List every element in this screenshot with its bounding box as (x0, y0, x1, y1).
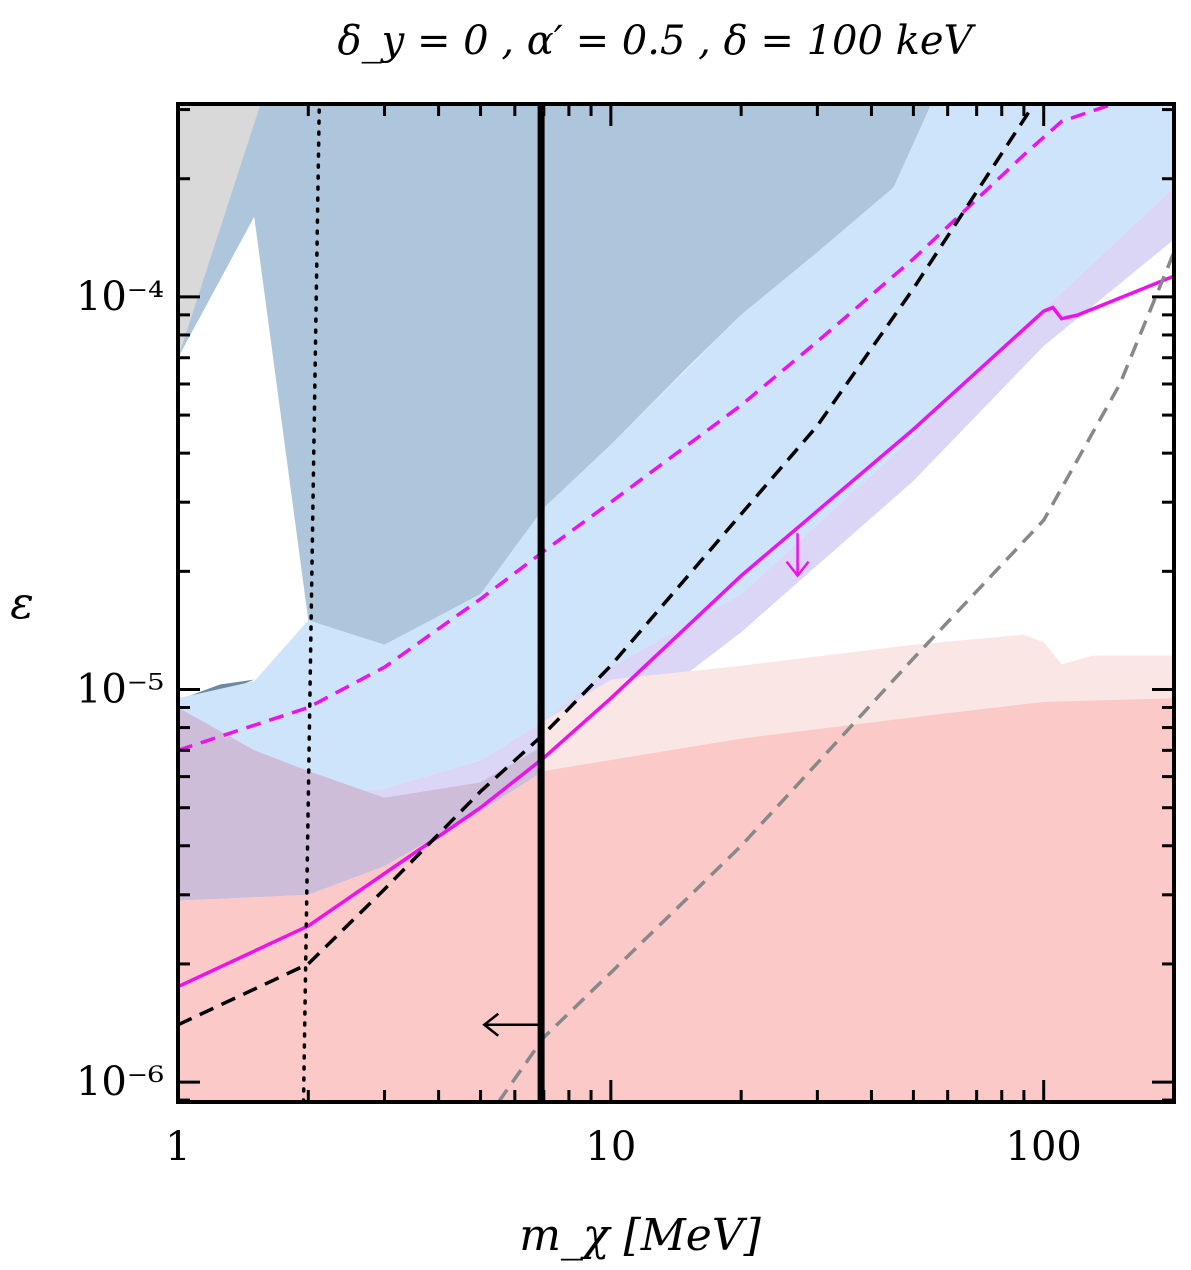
series-grey-dashed (497, 251, 1174, 1102)
region-violet-overlap (178, 707, 544, 901)
region-steel-blue-region (178, 104, 932, 645)
y-tick-label: 10⁻⁴ (76, 274, 164, 320)
annotation-down-arrow (785, 533, 810, 578)
x-tick-label: 1 (165, 1124, 190, 1170)
y-tick-label: 10⁻⁶ (76, 1059, 164, 1105)
annotation-left-arrow (482, 1012, 542, 1037)
y-axis-label: ε (10, 578, 34, 629)
y-tick-label: 10⁻⁵ (76, 667, 164, 713)
series-magenta-solid (178, 274, 1174, 989)
series-black-dotted-vertical (301, 104, 322, 1102)
series-black-dashed (178, 104, 1036, 1027)
region-pink-excluded (178, 698, 1174, 1102)
series-magenta-dashed (178, 104, 1119, 752)
x-tick-label: 100 (1006, 1124, 1082, 1170)
region-light-blue-region (178, 104, 1174, 798)
chart-title: δ_y = 0 , α′ = 0.5 , δ = 100 keV (338, 18, 977, 64)
x-tick-label: 10 (585, 1124, 636, 1170)
x-axis-label: m_χ [MeV] (519, 1210, 761, 1261)
plot-frame (176, 102, 1176, 1104)
region-grey-excluded (178, 104, 267, 358)
region-light-pink-region (543, 634, 1174, 771)
